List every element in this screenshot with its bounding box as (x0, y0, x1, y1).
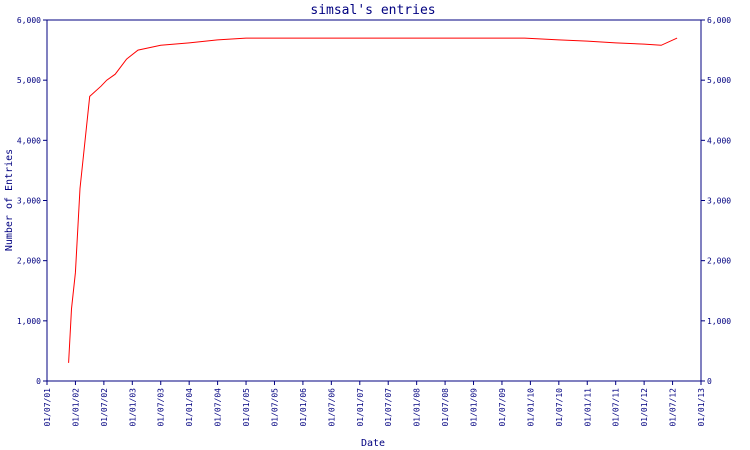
y-tick-label-left-6: 6,000 (17, 16, 41, 25)
y-tick-label-right-0: 0 (707, 377, 712, 386)
x-tick-label-12: 01/07/07 (384, 388, 393, 427)
y-tick-label-left-3: 3,000 (17, 197, 41, 206)
x-tick-label-18: 01/07/10 (555, 388, 564, 427)
y-tick-label-left-1: 1,000 (17, 317, 41, 326)
x-tick-label-6: 01/07/04 (214, 388, 223, 427)
x-tick-label-11: 01/01/07 (356, 388, 365, 427)
y-tick-label-right-1: 1,000 (707, 317, 731, 326)
chart-title: simsal's entries (310, 3, 435, 18)
x-tick-label-5: 01/01/04 (185, 388, 194, 427)
x-tick-label-2: 01/07/02 (100, 388, 109, 427)
x-tick-label-9: 01/01/06 (299, 388, 308, 427)
y-tick-label-right-3: 3,000 (707, 197, 731, 206)
x-tick-label-17: 01/01/10 (526, 388, 535, 427)
x-tick-label-13: 01/01/08 (413, 388, 422, 427)
x-tick-label-8: 01/07/05 (270, 388, 279, 427)
x-tick-label-15: 01/01/09 (470, 388, 479, 427)
y-tick-label-right-6: 6,000 (707, 16, 731, 25)
x-tick-label-3: 01/01/03 (128, 388, 137, 427)
y-tick-label-left-5: 5,000 (17, 76, 41, 85)
y-tick-label-left-4: 4,000 (17, 136, 41, 145)
x-tick-label-14: 01/07/08 (441, 388, 450, 427)
series-line (68, 37, 678, 363)
x-tick-label-0: 01/07/01 (43, 388, 52, 427)
y-tick-label-right-4: 4,000 (707, 136, 731, 145)
x-tick-label-4: 01/07/03 (157, 388, 166, 427)
x-tick-label-23: 01/01/13 (697, 388, 706, 427)
x-tick-label-10: 01/07/06 (327, 388, 336, 427)
y-tick-label-left-2: 2,000 (17, 257, 41, 266)
y-tick-label-right-2: 2,000 (707, 257, 731, 266)
x-tick-label-1: 01/01/02 (71, 388, 80, 427)
y-tick-label-right-5: 5,000 (707, 76, 731, 85)
x-tick-label-16: 01/07/09 (498, 388, 507, 427)
y-axis-right: 0 1,000 2,000 3,000 4,000 5,000 6,000 (701, 16, 731, 386)
x-tick-label-19: 01/01/11 (583, 388, 592, 427)
y-axis-left: 0 1,000 2,000 3,000 4,000 5,000 6,000 (17, 16, 47, 386)
x-tick-label-21: 01/01/12 (640, 388, 649, 427)
plot-area-frame (46, 19, 702, 382)
x-tick-label-7: 01/01/05 (242, 388, 251, 427)
x-axis: 01/07/01 01/01/02 01/07/02 01/01/03 01/07/03… (43, 381, 706, 427)
y-axis-title: Number of Entries (4, 149, 15, 251)
x-axis-title: Date (361, 438, 385, 449)
x-tick-label-22: 01/07/12 (669, 388, 678, 427)
y-tick-label-left-0: 0 (36, 377, 41, 386)
x-tick-label-20: 01/07/11 (612, 388, 621, 427)
